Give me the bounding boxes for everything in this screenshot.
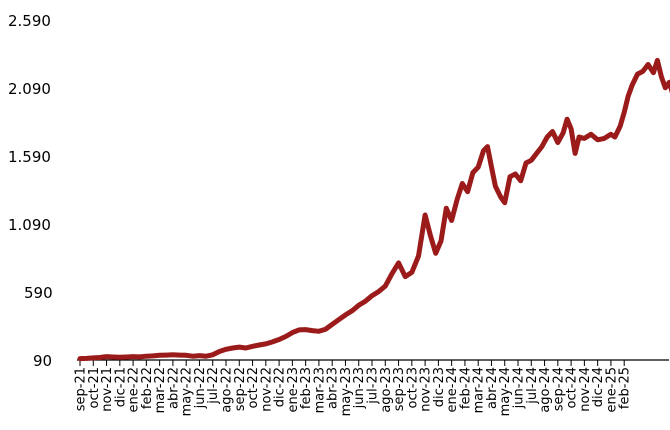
x-tick-label: oct-23 (405, 367, 420, 408)
x-tick-label: abr-24 (485, 367, 500, 409)
x-axis-labels: sep-21oct-21nov-21dic-21ene-22feb-22mar-… (74, 367, 633, 416)
y-tick-label: 1.090 (8, 216, 51, 234)
x-tick-label: feb-22 (140, 367, 155, 409)
x-tick-label: may-23 (339, 367, 354, 416)
x-tick-label: oct-24 (565, 367, 580, 408)
x-tick-label: mar-22 (153, 367, 168, 413)
x-tick-label: ene-23 (286, 367, 301, 412)
x-tick-label: nov-24 (578, 367, 593, 412)
y-tick-label: 590 (24, 284, 53, 302)
x-tick-label: jul-23 (366, 367, 381, 405)
x-tick-label: nov-23 (419, 367, 434, 412)
x-tick-label: dic-24 (591, 367, 606, 407)
x-tick-label: jul-22 (206, 367, 221, 405)
x-tick-label: nov-21 (100, 367, 115, 412)
x-tick-label: ago-24 (538, 367, 553, 413)
x-tick-label: oct-21 (87, 367, 102, 408)
series-line (77, 57, 670, 362)
x-tick-label: feb-23 (299, 367, 314, 409)
x-tick-label: may-22 (180, 367, 195, 416)
y-axis-ticks: 2.590 2.090 1.590 1.090 590 90 (8, 12, 53, 370)
x-axis-ticks (79, 360, 625, 366)
x-tick-label: dic-22 (273, 367, 288, 407)
x-tick-label: ene-25 (604, 367, 619, 412)
x-tick-label: ene-24 (445, 367, 460, 412)
x-tick-label: abr-23 (326, 367, 341, 409)
x-tick-label: dic-23 (432, 367, 447, 407)
x-tick-label: nov-22 (259, 367, 274, 412)
x-tick-label: jul-24 (525, 367, 540, 405)
x-tick-label: oct-22 (246, 367, 261, 408)
x-tick-label: sep-24 (551, 367, 566, 411)
x-tick-label: sep-22 (233, 367, 248, 411)
x-tick-label: mar-23 (312, 367, 327, 413)
x-tick-label: mar-24 (472, 367, 487, 413)
x-tick-label: jun-23 (352, 367, 367, 409)
x-tick-label: abr-22 (166, 367, 181, 409)
y-tick-label: 2.090 (8, 80, 51, 98)
y-tick-label: 2.590 (8, 12, 51, 30)
x-tick-label: sep-23 (392, 367, 407, 411)
x-tick-label: feb-24 (458, 367, 473, 409)
y-tick-label: 1.590 (8, 148, 51, 166)
x-tick-label: jun-22 (193, 367, 208, 409)
x-tick-label: ene-22 (127, 367, 142, 412)
x-tick-label: may-24 (498, 367, 513, 416)
x-tick-label: dic-21 (113, 367, 128, 407)
x-tick-label: feb-25 (618, 367, 633, 409)
x-tick-label: ago-23 (379, 367, 394, 413)
y-tick-label: 90 (33, 352, 52, 370)
x-tick-label: ago-22 (220, 367, 235, 413)
x-tick-label: jun-24 (512, 367, 527, 409)
x-tick-label: sep-21 (74, 367, 89, 411)
